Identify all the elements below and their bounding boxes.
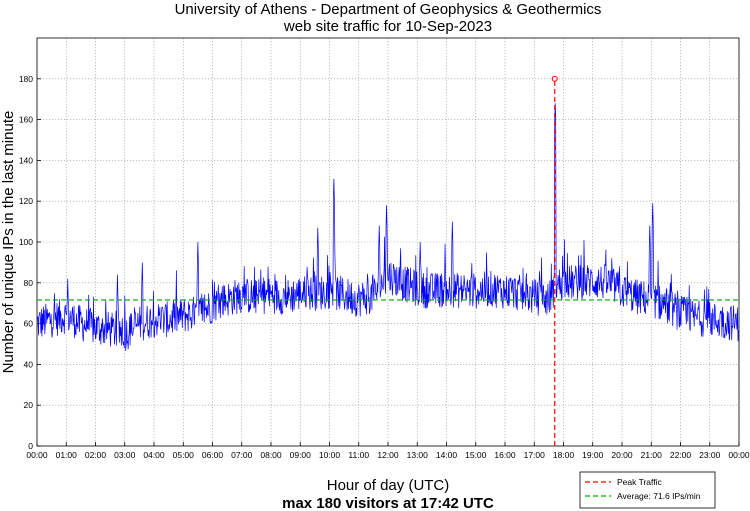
- x-tick-label: 05:00: [173, 450, 195, 460]
- y-tick-label: 180: [19, 74, 33, 84]
- x-tick-label: 22:00: [670, 450, 692, 460]
- y-axis-label: Number of unique IPs in the last minute: [0, 111, 17, 374]
- x-tick-label: 12:00: [377, 450, 399, 460]
- series-layer: [36, 75, 739, 446]
- x-tick-label: 01:00: [56, 450, 78, 460]
- x-tick-label: 14:00: [436, 450, 458, 460]
- x-tick-label: 23:00: [699, 450, 721, 460]
- x-tick-label: 00:00: [728, 450, 750, 460]
- y-tick-label: 0: [28, 441, 33, 451]
- chart-subtitle: web site traffic for 10-Sep-2023: [283, 18, 492, 35]
- x-tick-label: 10:00: [319, 450, 341, 460]
- x-tick-label: 17:00: [524, 450, 546, 460]
- grid-lines: [36, 38, 740, 447]
- x-tick-label: 19:00: [582, 450, 604, 460]
- x-tick-label: 03:00: [114, 450, 136, 460]
- legend-average-label: Average: 71.6 IPs/min: [617, 491, 701, 501]
- y-tick-label: 100: [19, 237, 33, 247]
- x-tick-label: 20:00: [611, 450, 633, 460]
- x-tick-label: 06:00: [202, 450, 224, 460]
- x-tick-label: 08:00: [260, 450, 282, 460]
- y-tick-label: 80: [24, 278, 34, 288]
- y-tick-label: 60: [24, 319, 34, 329]
- x-tick-label: 04:00: [143, 450, 165, 460]
- max-visitors-summary: max 180 visitors at 17:42 UTC: [282, 495, 494, 511]
- x-axis-ticks: 00:00 01:00 02:00 03:00 04:00 05:00 06:00 07:00…: [26, 442, 750, 460]
- x-tick-label: 00:00: [26, 450, 48, 460]
- x-tick-label: 07:00: [231, 450, 253, 460]
- x-tick-label: 18:00: [553, 450, 575, 460]
- traffic-series-line: [36, 103, 739, 352]
- legend-peak-label: Peak Traffic: [617, 477, 662, 487]
- y-tick-label: 160: [19, 115, 33, 125]
- y-tick-label: 20: [24, 400, 34, 410]
- chart-title: University of Athens - Department of Geo…: [175, 1, 602, 18]
- y-tick-label: 120: [19, 196, 33, 206]
- x-tick-label: 11:00: [348, 450, 369, 460]
- x-tick-label: 09:00: [290, 450, 312, 460]
- x-tick-label: 16:00: [494, 450, 516, 460]
- x-tick-label: 13:00: [407, 450, 429, 460]
- peak-marker: [551, 75, 558, 82]
- y-tick-label: 140: [19, 155, 33, 165]
- x-tick-label: 02:00: [85, 450, 107, 460]
- x-axis-label: Hour of day (UTC): [327, 477, 450, 494]
- x-tick-label: 21:00: [641, 450, 663, 460]
- legend-box: [579, 471, 716, 509]
- y-tick-label: 40: [24, 359, 34, 369]
- x-tick-label: 15:00: [465, 450, 487, 460]
- y-axis-ticks: 0 20 40 60 80 100 120 140 160 180: [19, 74, 41, 451]
- legend: Peak Traffic Average: 71.6 IPs/min: [579, 471, 716, 509]
